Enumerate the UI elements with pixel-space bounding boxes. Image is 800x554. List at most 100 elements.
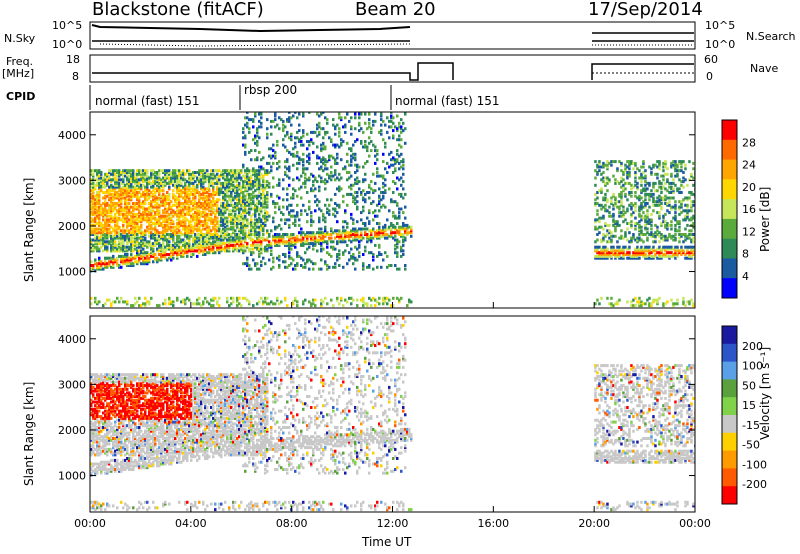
heatmap-cell [232, 185, 235, 189]
heatmap-cell [204, 249, 207, 253]
heatmap-cell [128, 260, 131, 264]
heatmap-cell [170, 302, 173, 306]
heatmap-cell [140, 245, 143, 249]
heatmap-cell [116, 185, 119, 189]
heatmap-cell [162, 198, 165, 202]
heatmap-cell [344, 231, 347, 235]
heatmap-cell [182, 238, 185, 242]
heatmap-cell [226, 220, 229, 224]
heatmap-cell [226, 240, 229, 244]
heatmap-cell [242, 211, 245, 215]
heatmap-cell [252, 238, 255, 242]
heatmap-cell [176, 256, 179, 260]
heatmap-cell [318, 121, 321, 125]
heatmap-cell [144, 212, 147, 216]
heatmap-cell [266, 296, 269, 300]
heatmap-cell [632, 203, 635, 207]
heatmap-cell [222, 192, 225, 196]
heatmap-cell [404, 236, 407, 240]
heatmap-cell [134, 214, 137, 218]
heatmap-cell [400, 227, 403, 231]
heatmap-cell [90, 178, 93, 182]
heatmap-cell [306, 258, 309, 262]
heatmap-cell [638, 196, 641, 200]
heatmap-cell [620, 202, 623, 205]
heatmap-cell [334, 172, 337, 176]
heatmap-cell [162, 247, 165, 251]
heatmap-cell [340, 141, 343, 145]
heatmap-cell [342, 167, 345, 171]
heatmap-cell [98, 216, 101, 220]
heatmap-cell [196, 203, 199, 207]
heatmap-cell [394, 216, 397, 220]
heatmap-cell [660, 247, 663, 251]
heatmap-cell [284, 253, 287, 256]
heatmap-cell [148, 205, 151, 209]
heatmap-cell [94, 245, 97, 249]
heatmap-cell [642, 233, 645, 236]
heatmap-cell [236, 191, 239, 194]
heatmap-cell [614, 302, 617, 306]
heatmap-cell [242, 194, 245, 198]
heatmap-cell [302, 130, 305, 134]
heatmap-cell [182, 218, 185, 222]
heatmap-cell [186, 218, 189, 222]
heatmap-cell [212, 296, 215, 300]
heatmap-cell [116, 258, 119, 262]
heatmap-cell [148, 202, 151, 205]
heatmap-cell [340, 234, 343, 238]
heatmap-cell [116, 183, 119, 187]
heatmap-cell [326, 130, 329, 134]
heatmap-cell [596, 209, 599, 213]
heatmap-cell [254, 189, 257, 193]
heatmap-cell [240, 187, 243, 191]
heatmap-cell [134, 218, 137, 222]
heatmap-cell [288, 150, 291, 154]
heatmap-cell [184, 245, 187, 249]
heatmap-cell [398, 240, 401, 244]
heatmap-cell [192, 245, 195, 249]
heatmap-cell [396, 222, 399, 225]
heatmap-cell [402, 129, 405, 133]
heatmap-cell [200, 211, 203, 215]
heatmap-cell [96, 245, 99, 249]
heatmap-cell [108, 196, 111, 200]
heatmap-cell [382, 233, 385, 236]
heatmap-cell [172, 220, 175, 224]
heatmap-cell [602, 247, 605, 251]
heatmap-cell [212, 304, 215, 308]
heatmap-cell [258, 240, 261, 244]
heatmap-cell [386, 218, 389, 222]
heatmap-cell [234, 238, 237, 242]
heatmap-cell [220, 205, 223, 209]
heatmap-cell [594, 160, 597, 164]
heatmap-cell [246, 181, 249, 185]
heatmap-cell [300, 238, 303, 242]
heatmap-cell [138, 202, 141, 205]
heatmap-cell [190, 247, 193, 251]
heatmap-cell [98, 247, 101, 251]
heatmap-cell [406, 227, 409, 231]
heatmap-cell [90, 240, 93, 244]
heatmap-cell [104, 247, 107, 251]
heatmap-cell [622, 245, 625, 249]
heatmap-cell [188, 245, 191, 249]
heatmap-cell [618, 251, 621, 255]
heatmap-cell [94, 223, 97, 227]
heatmap-cell [384, 141, 387, 145]
heatmap-cell [192, 253, 195, 256]
heatmap-cell [212, 187, 215, 191]
heatmap-cell [166, 227, 169, 231]
heatmap-cell [156, 233, 159, 236]
heatmap-cell [116, 222, 119, 225]
heatmap-cell [150, 205, 153, 209]
heatmap-cell [254, 174, 257, 178]
heatmap-cell [176, 169, 179, 173]
heatmap-cell [258, 249, 261, 253]
heatmap-cell [142, 205, 145, 209]
heatmap-cell [124, 249, 127, 253]
heatmap-cell [172, 196, 175, 200]
heatmap-cell [100, 222, 103, 225]
heatmap-cell [146, 245, 149, 249]
